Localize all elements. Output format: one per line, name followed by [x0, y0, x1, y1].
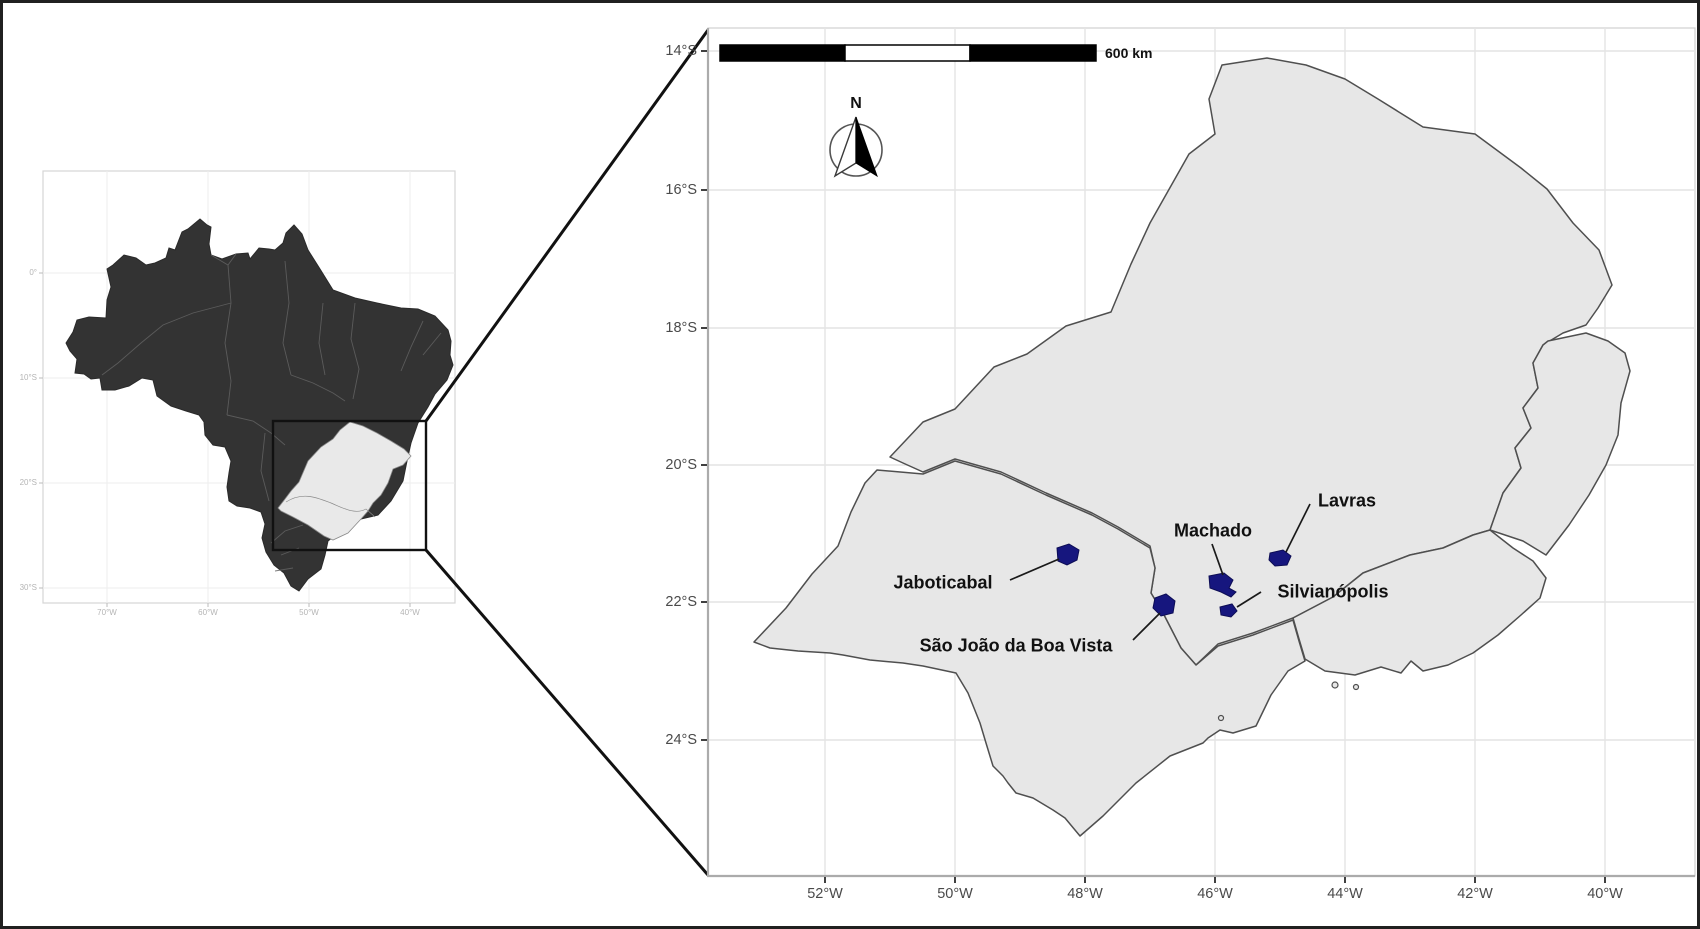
- inset-x-tick-40w: 40°W: [400, 608, 420, 617]
- inset-x-tick-60w: 60°W: [198, 608, 218, 617]
- scale-bar-label: 600 km: [1105, 45, 1153, 61]
- scale-bar-segment-3: [969, 44, 1097, 62]
- municipality-silvianopolis: [1219, 603, 1238, 618]
- leader-lavras: [1285, 503, 1311, 553]
- north-arrow-right-blade: [855, 116, 878, 178]
- coastal-islands: [1217, 681, 1360, 722]
- municipality-lavras: [1268, 549, 1292, 567]
- inset-extent-box: [271, 419, 428, 552]
- scale-bar-segment-1: [719, 44, 846, 62]
- connector-lines: [424, 29, 710, 876]
- x-tick-40w: 40°W: [1587, 886, 1623, 902]
- leader-sao-joao-da-boa-vista: [1132, 612, 1161, 641]
- inset-y-tick-20s: 20°S: [19, 478, 37, 487]
- inset-panel: [39, 170, 456, 607]
- city-label-machado: Machado: [1173, 520, 1253, 541]
- inset-y-tick-30s: 30°S: [19, 583, 37, 592]
- municipality-sao-joao-da-boa-vista: [1152, 593, 1176, 617]
- connector-line-bottom: [424, 549, 710, 876]
- city-label-jaboticabal: Jaboticabal: [893, 572, 993, 593]
- y-tick-16s: 16°S: [665, 182, 697, 198]
- state-rio-de-janeiro: [1292, 529, 1547, 676]
- inset-y-tick-0: 0°: [29, 268, 37, 277]
- connector-line-top: [424, 29, 710, 422]
- leader-silvianopolis: [1236, 591, 1262, 608]
- map-figure-svg: [39, 27, 1696, 883]
- municipality-jaboticabal: [1056, 543, 1080, 566]
- city-label-silvianopolis: Silvianópolis: [1277, 581, 1389, 602]
- x-tick-42w: 42°W: [1457, 886, 1493, 902]
- x-tick-50w: 50°W: [937, 886, 973, 902]
- inset-x-tick-50w: 50°W: [299, 608, 319, 617]
- north-arrow-label: N: [850, 95, 862, 112]
- y-tick-14s: 14°S: [665, 43, 697, 59]
- brazil-state-borders: [101, 253, 442, 572]
- scale-bar: [719, 44, 1097, 62]
- leader-machado: [1211, 543, 1224, 576]
- main-tick-marks: [701, 50, 1606, 883]
- y-tick-18s: 18°S: [665, 320, 697, 336]
- y-tick-24s: 24°S: [665, 732, 697, 748]
- y-tick-20s: 20°S: [665, 457, 697, 473]
- y-tick-22s: 22°S: [665, 594, 697, 610]
- inset-highlight-region: [277, 421, 412, 541]
- scale-bar-segment-2: [844, 44, 971, 62]
- x-tick-46w: 46°W: [1197, 886, 1233, 902]
- north-arrow: [829, 116, 883, 178]
- city-leader-lines: [1009, 503, 1311, 641]
- x-tick-52w: 52°W: [807, 886, 843, 902]
- municipality-machado: [1208, 572, 1237, 598]
- city-label-sao-joao-da-boa-vista: São João da Boa Vista: [919, 635, 1113, 656]
- leader-jaboticabal: [1009, 558, 1060, 581]
- city-label-lavras: Lavras: [1317, 490, 1377, 511]
- state-sao-paulo: [753, 460, 1306, 837]
- inset-tick-marks: [39, 272, 411, 607]
- x-tick-48w: 48°W: [1067, 886, 1103, 902]
- state-espirito-santo: [1489, 332, 1631, 556]
- municipality-shapes: [1056, 543, 1292, 618]
- inset-highlight-divider: [285, 495, 376, 518]
- x-tick-44w: 44°W: [1327, 886, 1363, 902]
- inset-x-tick-70w: 70°W: [97, 608, 117, 617]
- inset-y-tick-10s: 10°S: [19, 373, 37, 382]
